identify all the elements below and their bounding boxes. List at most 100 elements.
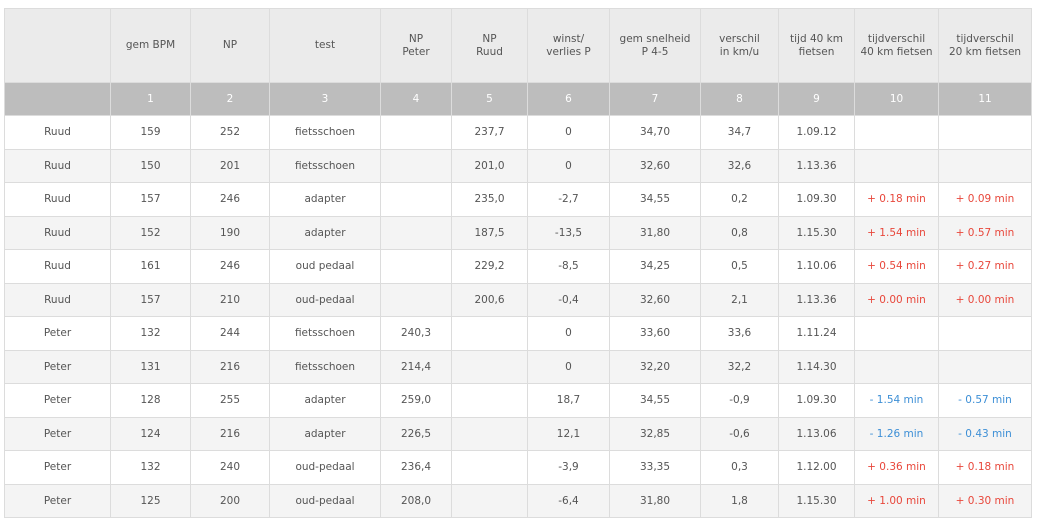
header-cell: test	[269, 8, 381, 83]
table-cell: 32,60	[609, 148, 701, 183]
table-cell: oud-pedaal	[269, 450, 381, 485]
table-cell: 18,7	[527, 383, 610, 418]
table-cell	[451, 483, 528, 518]
table-cell: 152	[110, 215, 191, 250]
table-cell	[854, 349, 939, 384]
table-cell: fietsschoen	[269, 316, 381, 351]
table-cell: - 0.57 min	[938, 383, 1032, 418]
table-cell: + 0.30 min	[938, 483, 1032, 518]
table-cell: 132	[110, 450, 191, 485]
table-cell: + 0.18 min	[938, 450, 1032, 485]
table-cell: -0,4	[527, 282, 610, 317]
column-number-row: 1 2 3 4 5 6 7 8 9 10 11	[4, 82, 1032, 116]
table-cell: - 1.26 min	[854, 416, 939, 451]
table-cell: 2,1	[700, 282, 779, 317]
table-row: Ruud 150 201 fietsschoen 201,0 0 32,60 32,6 1.13…	[4, 148, 1032, 183]
table-cell: 216	[190, 416, 270, 451]
header-row: gem BPM NP test NP Peter NP Ruud winst/ …	[4, 8, 1032, 83]
header-cell: tijd 40 km fietsen	[778, 8, 855, 83]
table-cell: 0	[527, 115, 610, 150]
table-cell: 1.09.30	[778, 383, 855, 418]
table-cell: 229,2	[451, 249, 528, 284]
column-number: 11	[938, 82, 1032, 116]
table-cell: adapter	[269, 182, 381, 217]
table-cell: 1,8	[700, 483, 779, 518]
table-row: Peter 124 216 adapter 226,5 12,1 32,85 -0,6 1.13…	[4, 416, 1032, 451]
table-cell: 34,70	[609, 115, 701, 150]
table-cell: 0	[527, 349, 610, 384]
table-cell: 1.11.24	[778, 316, 855, 351]
table-cell	[854, 115, 939, 150]
table-cell	[380, 115, 452, 150]
table-cell: adapter	[269, 416, 381, 451]
table-cell: fietsschoen	[269, 148, 381, 183]
table-cell: 32,6	[700, 148, 779, 183]
table-cell: 240	[190, 450, 270, 485]
table-cell: 1.13.36	[778, 148, 855, 183]
table-cell: 33,35	[609, 450, 701, 485]
header-cell: NP	[190, 8, 270, 83]
table-cell: 161	[110, 249, 191, 284]
header-cell: verschil in km/u	[700, 8, 779, 83]
table-cell: 200,6	[451, 282, 528, 317]
table-cell: 128	[110, 383, 191, 418]
table-cell	[380, 249, 452, 284]
table-cell: Peter	[4, 316, 111, 351]
table-row: Ruud 157 210 oud-pedaal 200,6 -0,4 32,60 2,1 1.1…	[4, 282, 1032, 317]
table-cell: 159	[110, 115, 191, 150]
table-cell: 157	[110, 182, 191, 217]
table-cell: 125	[110, 483, 191, 518]
table-cell: 255	[190, 383, 270, 418]
table-cell: -13,5	[527, 215, 610, 250]
table-cell: 1.15.30	[778, 215, 855, 250]
table-cell: 32,60	[609, 282, 701, 317]
column-number: 1	[110, 82, 191, 116]
table-cell: oud-pedaal	[269, 282, 381, 317]
table-cell	[380, 182, 452, 217]
table-cell: 246	[190, 182, 270, 217]
table-cell	[380, 215, 452, 250]
table-cell: 216	[190, 349, 270, 384]
table-cell: 1.12.00	[778, 450, 855, 485]
table-cell: Ruud	[4, 115, 111, 150]
table-cell: 226,5	[380, 416, 452, 451]
table-cell: 237,7	[451, 115, 528, 150]
table-cell: 1.09.12	[778, 115, 855, 150]
table-cell: 32,85	[609, 416, 701, 451]
table-cell: + 0.18 min	[854, 182, 939, 217]
table-cell: + 0.54 min	[854, 249, 939, 284]
table-cell: + 1.54 min	[854, 215, 939, 250]
column-number: 2	[190, 82, 270, 116]
table-cell: Peter	[4, 483, 111, 518]
table-cell: 1.14.30	[778, 349, 855, 384]
table-cell: + 0.36 min	[854, 450, 939, 485]
table-cell: 246	[190, 249, 270, 284]
table-cell: 124	[110, 416, 191, 451]
table-body: Ruud 159 252 fietsschoen 237,7 0 34,70 34,7 1.09…	[4, 115, 1032, 518]
table-row: Ruud 161 246 oud pedaal 229,2 -8,5 34,25 0,5 1.1…	[4, 249, 1032, 284]
column-number: 8	[700, 82, 779, 116]
table-cell: + 0.57 min	[938, 215, 1032, 250]
table-cell: 200	[190, 483, 270, 518]
table-cell: 240,3	[380, 316, 452, 351]
table-cell: 0	[527, 148, 610, 183]
table-cell: 32,2	[700, 349, 779, 384]
table-cell: 157	[110, 282, 191, 317]
table-cell: 244	[190, 316, 270, 351]
table-cell: 34,7	[700, 115, 779, 150]
table-cell: 0,2	[700, 182, 779, 217]
column-number: 7	[609, 82, 701, 116]
table-cell: + 0.00 min	[938, 282, 1032, 317]
table-cell	[380, 282, 452, 317]
table-row: Peter 132 244 fietsschoen 240,3 0 33,60 33,6 1.1…	[4, 316, 1032, 351]
table-cell	[451, 450, 528, 485]
table-cell: 12,1	[527, 416, 610, 451]
header-cell: NP Peter	[380, 8, 452, 83]
table-cell	[451, 316, 528, 351]
table-cell	[938, 316, 1032, 351]
table-cell: -3,9	[527, 450, 610, 485]
table-cell: 187,5	[451, 215, 528, 250]
table-cell: 0	[527, 316, 610, 351]
table-cell: 34,55	[609, 383, 701, 418]
column-number	[4, 82, 111, 116]
